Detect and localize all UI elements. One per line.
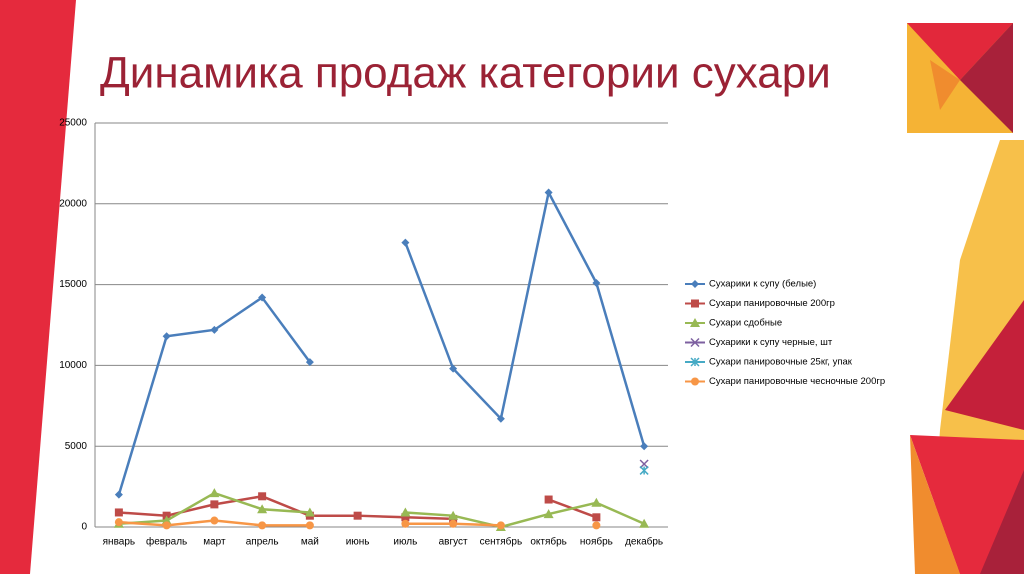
data-point bbox=[258, 492, 267, 501]
x-tick-label: август bbox=[439, 537, 468, 548]
data-point bbox=[544, 495, 553, 504]
x-tick-label: июнь bbox=[346, 537, 370, 548]
data-point bbox=[640, 442, 649, 451]
data-point bbox=[258, 293, 267, 302]
x-tick-label: сентябрь bbox=[480, 536, 523, 548]
legend-marker bbox=[691, 280, 699, 288]
data-point bbox=[114, 518, 123, 527]
data-point bbox=[449, 364, 458, 373]
data-point bbox=[114, 508, 123, 517]
y-tick-label: 25000 bbox=[59, 118, 87, 129]
data-point bbox=[305, 358, 314, 367]
legend-marker bbox=[690, 357, 700, 367]
data-point bbox=[639, 518, 650, 528]
data-point bbox=[401, 238, 410, 247]
chart-title: Динамика продаж категории сухари bbox=[100, 49, 831, 98]
x-tick-label: март bbox=[203, 537, 226, 548]
data-point bbox=[210, 516, 219, 525]
legend-marker bbox=[691, 299, 699, 308]
y-tick-label: 15000 bbox=[59, 279, 87, 290]
legend-label: Сухарики к супу (белые) bbox=[709, 279, 816, 290]
data-point bbox=[304, 507, 315, 517]
data-point bbox=[210, 325, 219, 334]
right-decor bbox=[980, 470, 1024, 574]
data-point bbox=[305, 521, 314, 530]
right-decor bbox=[960, 23, 1013, 133]
legend-marker bbox=[691, 377, 699, 386]
data-point bbox=[592, 521, 601, 530]
data-point bbox=[591, 497, 602, 507]
data-point bbox=[543, 509, 554, 519]
legend-label: Сухари сдобные bbox=[709, 318, 782, 329]
legend-label: Сухари панировочные 200гр bbox=[709, 298, 835, 309]
legend-label: Сухари панировочные чесночные 200гр bbox=[709, 376, 885, 387]
y-tick-label: 20000 bbox=[59, 198, 87, 209]
x-tick-label: октябрь bbox=[530, 536, 567, 548]
data-point bbox=[496, 521, 505, 530]
right-decor bbox=[910, 435, 960, 574]
x-tick-label: ноябрь bbox=[580, 536, 613, 548]
data-point bbox=[162, 332, 171, 341]
data-point bbox=[449, 519, 458, 528]
data-point bbox=[401, 519, 410, 528]
data-point bbox=[639, 465, 649, 475]
data-point bbox=[162, 521, 171, 530]
x-tick-label: июль bbox=[393, 537, 417, 548]
legend-marker bbox=[690, 337, 700, 348]
data-point bbox=[209, 488, 220, 498]
y-tick-label: 10000 bbox=[59, 360, 87, 371]
data-point bbox=[496, 414, 505, 423]
right-decor bbox=[907, 23, 1013, 80]
left-decor bbox=[0, 0, 76, 574]
data-point bbox=[544, 188, 553, 197]
data-point bbox=[592, 513, 601, 522]
y-tick-label: 0 bbox=[81, 522, 87, 533]
legend-marker bbox=[690, 318, 700, 327]
x-tick-label: апрель bbox=[246, 537, 279, 548]
right-decor bbox=[930, 60, 960, 110]
data-point bbox=[639, 459, 649, 469]
data-point bbox=[114, 490, 123, 499]
data-point bbox=[353, 511, 362, 520]
data-point bbox=[592, 278, 601, 287]
data-point bbox=[257, 504, 268, 514]
x-tick-label: январь bbox=[103, 537, 135, 548]
x-tick-label: февраль bbox=[146, 536, 187, 548]
legend-label: Сухари панировочные 25кг, упак bbox=[709, 357, 853, 368]
data-point bbox=[400, 507, 411, 517]
data-point bbox=[258, 521, 267, 530]
x-tick-label: май bbox=[301, 537, 319, 548]
right-decor bbox=[945, 300, 1024, 430]
data-point bbox=[401, 513, 410, 522]
y-tick-label: 5000 bbox=[65, 441, 88, 452]
legend-label: Сухарики к супу черные, шт bbox=[709, 337, 833, 348]
x-tick-label: декабрь bbox=[625, 536, 663, 548]
data-point bbox=[448, 510, 459, 520]
data-point bbox=[210, 500, 219, 509]
